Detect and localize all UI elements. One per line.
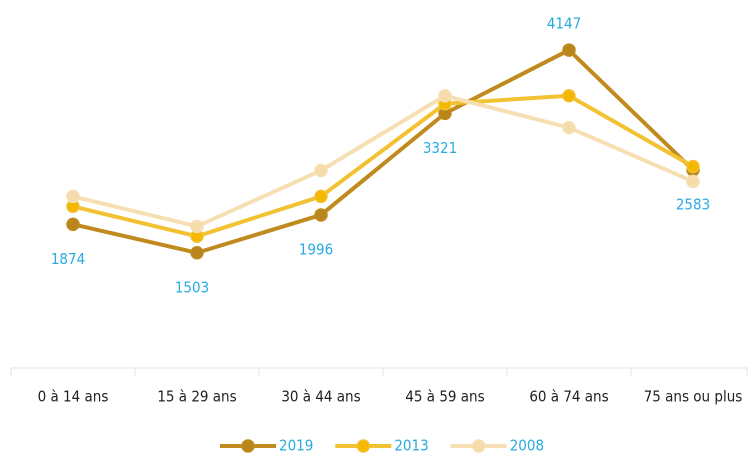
series-marker [314, 163, 328, 178]
series-marker [438, 89, 452, 103]
series-marker [66, 189, 80, 204]
x-tick-label: 15 à 29 ans [157, 388, 236, 406]
data-label: 4147 [547, 15, 581, 33]
series-marker [314, 189, 328, 204]
x-tick-label: 60 à 74 ans [529, 388, 608, 406]
data-label: 3321 [423, 139, 457, 157]
legend-marker [241, 439, 255, 453]
series-marker [66, 217, 80, 232]
series-marker [686, 174, 700, 189]
series-line [72, 48, 695, 255]
legend-label: 2008 [510, 437, 544, 455]
series-line [72, 93, 694, 229]
x-tick-label: 75 ans ou plus [644, 388, 743, 406]
data-label: 2583 [676, 195, 710, 213]
legend-marker [356, 439, 371, 453]
legend: 2019 2013 2008 [220, 437, 544, 455]
legend-marker [471, 439, 486, 453]
x-tick-label: 0 à 14 ans [38, 388, 109, 406]
series-marker [562, 89, 576, 103]
legend-label: 2019 [279, 437, 313, 455]
x-tick-label: 30 à 44 ans [281, 388, 360, 406]
series-marker [562, 120, 576, 135]
series-marker [686, 159, 700, 174]
series-marker [190, 246, 204, 260]
data-label: 1874 [51, 250, 85, 268]
data-label: 1503 [175, 278, 209, 296]
series-marker [562, 43, 576, 57]
series-line [72, 93, 694, 239]
series-marker [314, 208, 328, 222]
series [66, 89, 700, 234]
data-label: 1996 [299, 240, 333, 258]
series-marker [190, 219, 204, 234]
x-tick-label: 45 à 59 ans [405, 388, 484, 406]
legend-label: 2013 [394, 437, 428, 455]
